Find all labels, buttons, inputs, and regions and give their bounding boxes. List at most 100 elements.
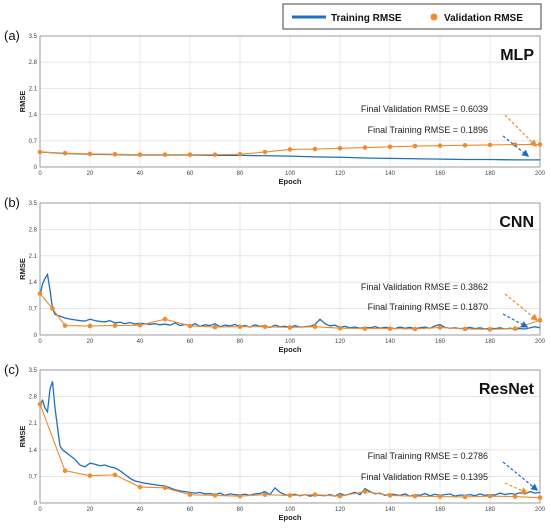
x-tick-label: 180: [485, 507, 496, 513]
validation-point: [212, 493, 218, 498]
validation-point: [337, 145, 343, 151]
validation-point: [287, 147, 293, 152]
validation-point: [187, 492, 193, 497]
x-axis-label: Epoch: [279, 177, 302, 186]
panel-cnn: 0 0.7 1.4 2.1 2.8 3.5 0 20 40 60 80 100 120 140 160 180…: [4, 195, 546, 354]
validation-point: [37, 149, 43, 155]
validation-point: [262, 492, 268, 497]
validation-point: [87, 473, 93, 478]
series-line-validation: [39, 293, 541, 330]
validation-point: [537, 142, 543, 147]
x-tick-label: 0: [38, 171, 42, 177]
training-arrow: [502, 461, 539, 491]
x-tick-label: 40: [137, 339, 144, 345]
x-tick-label: 120: [335, 507, 346, 513]
x-tick-label: 160: [435, 339, 446, 345]
y-tick-label: 3.5: [29, 368, 38, 374]
x-tick-label: 120: [335, 339, 346, 345]
x-tick-label: 60: [187, 507, 194, 513]
x-tick-label: 80: [237, 171, 244, 177]
validation-point: [412, 493, 418, 499]
validation-point: [437, 325, 443, 330]
y-tick-label: 3.5: [29, 201, 38, 207]
y-tick-label: 0: [34, 165, 38, 171]
x-tick-label: 140: [385, 171, 396, 177]
validation-point: [50, 306, 55, 311]
validation-point: [437, 494, 443, 499]
x-tick-label: 200: [535, 171, 546, 177]
validation-point: [487, 327, 493, 332]
validation-point: [512, 494, 518, 499]
validation-point: [462, 142, 468, 148]
x-tick-label: 80: [237, 507, 244, 513]
x-tick-label: 60: [187, 171, 194, 177]
validation-point: [287, 325, 293, 330]
validation-point: [137, 484, 143, 490]
validation-point: [462, 326, 468, 332]
validation-point: [187, 152, 193, 157]
y-tick-label: 2.1: [29, 421, 38, 427]
validation-point: [112, 472, 118, 478]
x-tick-label: 160: [435, 171, 446, 177]
validation-point: [187, 323, 193, 329]
legend-validation-swatch: [430, 13, 438, 21]
x-tick-label: 60: [187, 339, 194, 345]
annotation-text: Final Validation RMSE = 0.3862: [361, 282, 488, 292]
validation-point: [137, 152, 143, 157]
validation-point: [437, 143, 443, 148]
validation-point: [262, 149, 268, 155]
validation-point: [162, 152, 168, 157]
validation-arrow: [504, 482, 529, 494]
x-tick-label: 80: [237, 339, 244, 345]
validation-point: [37, 401, 43, 407]
panel-label: (a): [4, 28, 20, 43]
validation-point: [287, 493, 293, 498]
y-tick-label: 2.8: [29, 60, 38, 66]
validation-point: [137, 322, 143, 328]
panel-mlp: 0 0.7 1.4 2.1 2.8 3.5 0 20 40 60 80 100 120 140 160 180…: [4, 28, 546, 186]
x-axis-label: Epoch: [279, 345, 302, 354]
legend: Training RMSE Validation RMSE: [282, 3, 542, 30]
y-tick-label: 0.7: [29, 307, 38, 313]
validation-point: [112, 151, 118, 157]
annotation-text: Final Validation RMSE = 0.6039: [361, 104, 488, 114]
validation-point: [37, 291, 43, 296]
validation-point: [537, 495, 543, 500]
y-tick-label: 1.4: [29, 113, 38, 119]
x-tick-label: 20: [87, 171, 94, 177]
validation-point: [512, 142, 518, 147]
x-tick-label: 100: [285, 507, 296, 513]
x-tick-label: 40: [137, 171, 144, 177]
validation-point: [412, 143, 418, 149]
validation-arrow: [504, 293, 539, 321]
plot-frame: [39, 35, 541, 168]
x-tick-label: 140: [385, 339, 396, 345]
validation-point: [312, 324, 318, 330]
validation-point: [62, 468, 68, 474]
validation-point: [62, 323, 68, 328]
legend-validation-label: Validation RMSE: [444, 13, 523, 24]
panel-label: (c): [4, 362, 19, 377]
model-title: CNN: [499, 214, 534, 231]
validation-point: [512, 326, 518, 331]
series-line-training: [39, 381, 541, 497]
y-axis-label: RMSE: [18, 426, 27, 448]
x-tick-label: 20: [87, 507, 94, 513]
model-title: MLP: [500, 47, 534, 64]
validation-point: [362, 489, 368, 494]
model-title: ResNet: [479, 381, 535, 398]
x-tick-label: 200: [535, 339, 546, 345]
y-axis-label: RMSE: [18, 91, 27, 113]
training-arrow: [502, 135, 530, 157]
y-axis-label: RMSE: [18, 258, 27, 280]
validation-arrow: [504, 114, 538, 148]
validation-point: [237, 324, 243, 330]
panel-resnet: 0 0.7 1.4 2.1 2.8 3.5 0 20 40 60 80 100 120 140 160 180…: [4, 362, 546, 522]
x-tick-label: 200: [535, 507, 546, 513]
y-tick-label: 2.8: [29, 395, 38, 401]
legend-training-label: Training RMSE: [331, 13, 402, 24]
validation-point: [112, 323, 118, 328]
validation-point: [362, 326, 368, 331]
y-tick-label: 0: [34, 333, 38, 339]
